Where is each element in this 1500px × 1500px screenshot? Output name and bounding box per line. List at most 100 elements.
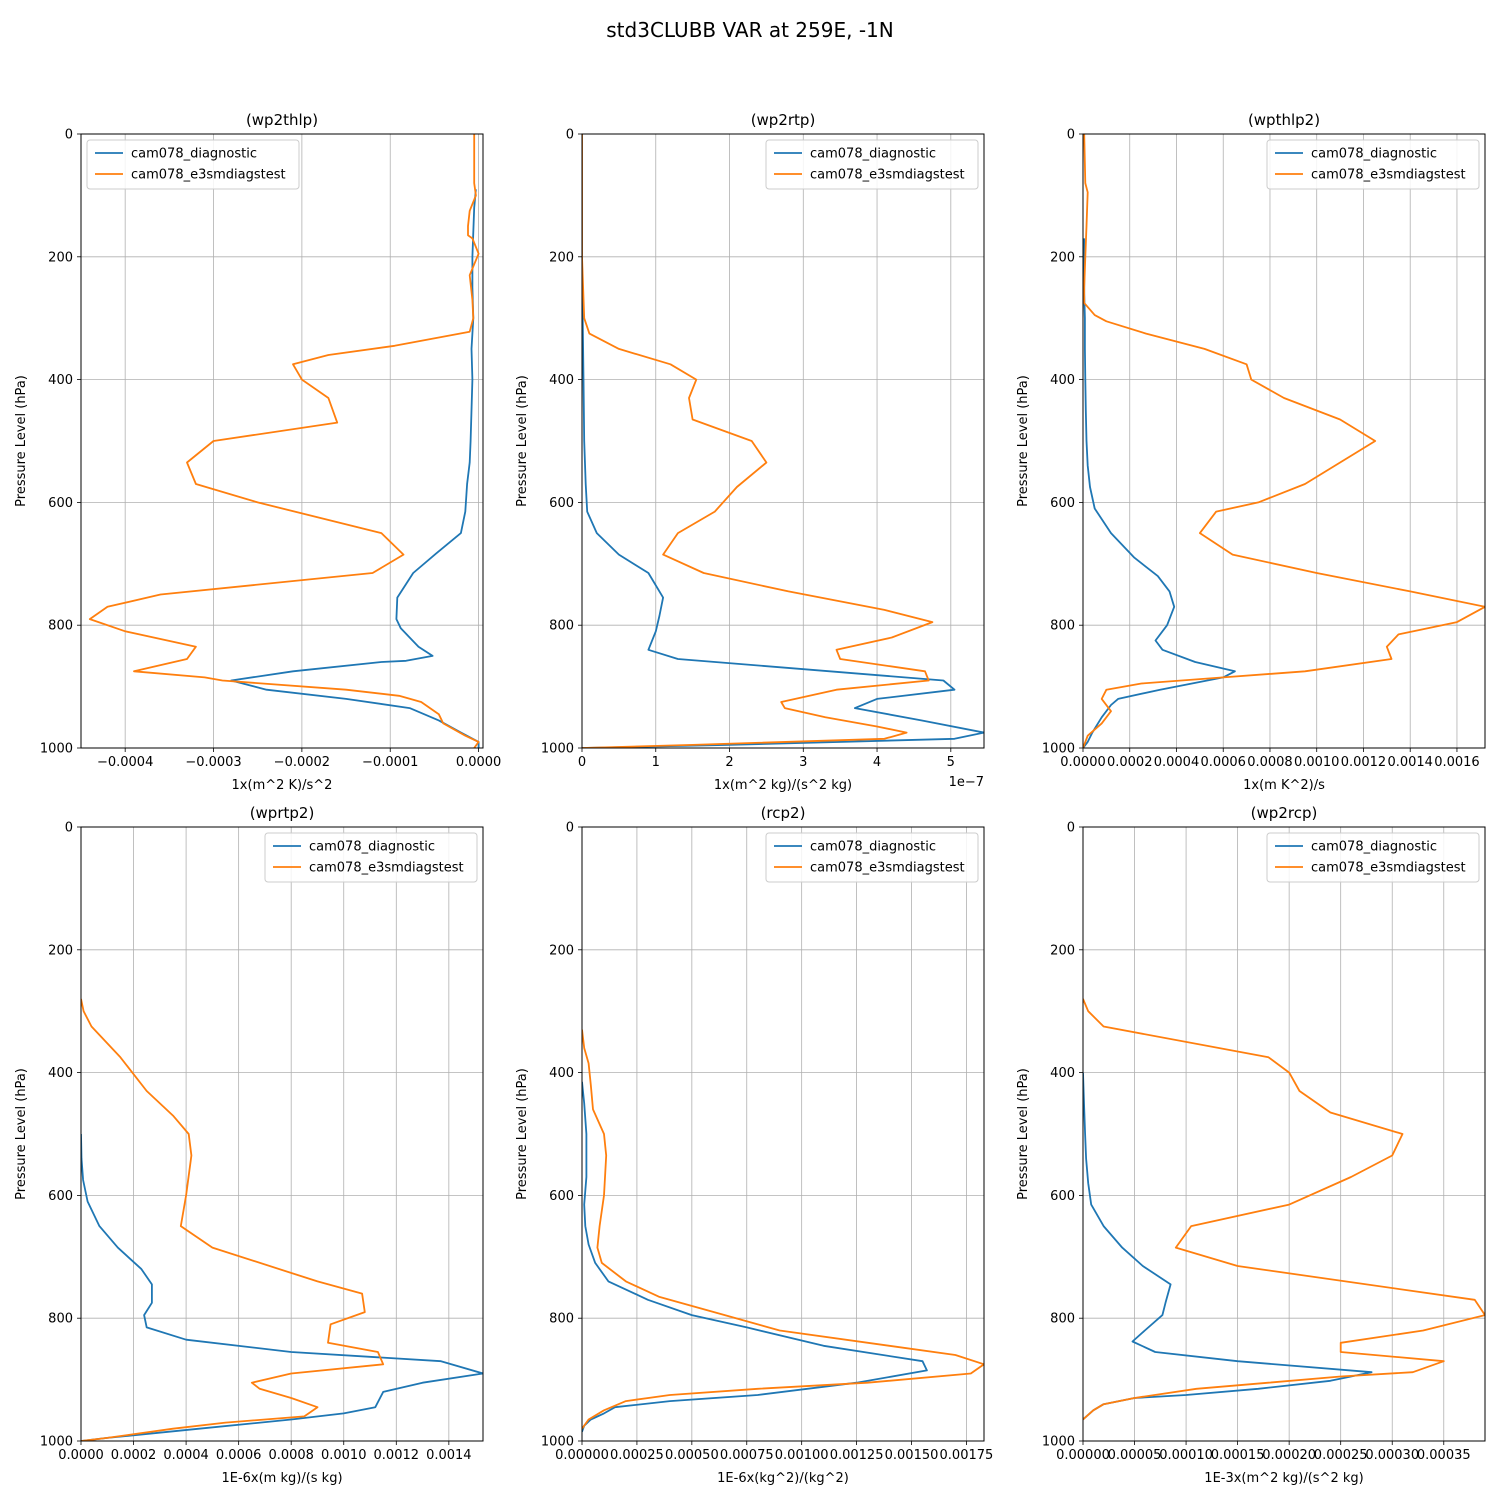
series-line-cam078_e3smdiagstest (88, 134, 480, 748)
x-tick-label: −0.0004 (97, 755, 153, 770)
y-tick-label: 400 (48, 373, 73, 388)
y-tick-label: 200 (48, 250, 73, 265)
y-tick-label: 800 (549, 619, 574, 634)
axes-frame (1082, 133, 1486, 749)
subplot-1: −0.0004 −0.0003 −0.0002 −0.0001 0.0000 0 200 40… (14, 111, 501, 793)
y-tick-label: 1000 (1042, 742, 1075, 757)
grid (581, 133, 984, 749)
subplot-3: 0.0000 0.0002 0.0004 0.0006 0.0008 0.0010 0.00… (1016, 111, 1486, 793)
legend: cam078_diagnostic cam078_e3smdiagstest (86, 139, 300, 190)
legend: cam078_diagnostic cam078_e3smdiagstest (1266, 832, 1480, 883)
series-lines (88, 134, 480, 748)
legend-box (86, 139, 300, 190)
x-tick-label: 0.0002 (111, 1448, 157, 1463)
legend-label: cam078_diagnostic (1311, 147, 1437, 162)
y-tick-label: 1000 (40, 742, 73, 757)
y-tick-label: 0 (65, 128, 73, 143)
x-tick-label: 1 (652, 755, 660, 770)
legend-label: cam078_e3smdiagstest (131, 168, 286, 183)
axes-frame (80, 133, 484, 749)
subplot-title: (wpthlp2) (1248, 111, 1320, 129)
x-tick-label: 0.00015 (1211, 1448, 1265, 1463)
x-tick-label: 0.0012 (1341, 755, 1387, 770)
series-line-cam078_diagnostic (1083, 1072, 1373, 1421)
series-line-cam078_diagnostic (582, 134, 984, 748)
x-tick-label: −0.0001 (362, 755, 418, 770)
y-axis-label: Pressure Level (hPa) (1016, 1068, 1031, 1200)
legend-label: cam078_e3smdiagstest (810, 168, 965, 183)
legend-box (1266, 832, 1480, 883)
x-tick-label: 0.0000 (1060, 755, 1106, 770)
y-tick-label: 200 (1050, 250, 1075, 265)
x-tick-label: 0.00025 (610, 1448, 664, 1463)
x-tick-label: 0.00150 (885, 1448, 939, 1463)
y-tick-label: 600 (549, 496, 574, 511)
y-tick-label: 0 (566, 821, 574, 836)
series-lines (582, 134, 984, 748)
x-axis-label: 1E-6x(m kg)/(s kg) (221, 1471, 342, 1486)
y-tick-label: 1000 (541, 1435, 574, 1450)
subplot-title: (rcp2) (761, 804, 806, 822)
y-tick-label: 600 (1050, 496, 1075, 511)
y-tick-label: 200 (549, 250, 574, 265)
x-tick-label: 0.00025 (1314, 1448, 1368, 1463)
series-lines (1083, 998, 1485, 1421)
x-tick-label: 0.0000 (58, 1448, 104, 1463)
x-tick-label: 0.00035 (1417, 1448, 1471, 1463)
y-tick-label: 0 (1067, 128, 1075, 143)
x-tick-label: −0.0002 (274, 755, 330, 770)
grid (81, 133, 483, 749)
legend-label: cam078_diagnostic (309, 840, 435, 855)
series-line-cam078_diagnostic (230, 189, 480, 748)
axes-frame (1082, 826, 1486, 1442)
subplot-title: (wp2rcp) (1251, 804, 1318, 822)
x-tick-label: 0.0006 (1200, 755, 1246, 770)
y-axis-label: Pressure Level (hPa) (14, 375, 29, 507)
y-tick-label: 400 (48, 1066, 73, 1081)
y-tick-label: 200 (48, 943, 73, 958)
x-tick-label: 3 (799, 755, 807, 770)
y-axis-label: Pressure Level (hPa) (515, 1068, 530, 1200)
y-tick-label: 800 (1050, 619, 1075, 634)
y-tick-label: 600 (1050, 1189, 1075, 1204)
x-tick-label: 0.0008 (1247, 755, 1293, 770)
x-axis-label: 1E-3x(m^2 kg)/(s^2 kg) (1204, 1471, 1363, 1486)
series-line-cam078_e3smdiagstest (1083, 134, 1485, 748)
y-tick-label: 0 (1067, 821, 1075, 836)
legend-label: cam078_diagnostic (810, 840, 936, 855)
x-tick-label: 0.00125 (830, 1448, 884, 1463)
series-lines (81, 998, 483, 1441)
x-tick-label: 0.00030 (1365, 1448, 1419, 1463)
series-line-cam078_diagnostic (81, 1133, 483, 1441)
x-tick-label: 0.00075 (720, 1448, 774, 1463)
figure-title: std3CLUBB VAR at 259E, -1N (606, 18, 893, 42)
series-lines (582, 1029, 984, 1433)
axes-frame (80, 826, 484, 1442)
grid (80, 826, 483, 1442)
y-tick-label: 600 (48, 496, 73, 511)
x-tick-label: 0.0012 (374, 1448, 420, 1463)
x-axis-label: 1x(m^2 kg)/(s^2 kg) (714, 778, 852, 793)
legend-box (1266, 139, 1480, 190)
y-tick-label: 1000 (40, 1435, 73, 1450)
x-tick-label: 0.0008 (268, 1448, 314, 1463)
legend-label: cam078_e3smdiagstest (810, 861, 965, 876)
x-axis-label: 1x(m K^2)/s (1243, 778, 1325, 793)
x-tick-label: 4 (873, 755, 881, 770)
legend: cam078_diagnostic cam078_e3smdiagstest (1266, 139, 1480, 190)
series-line-cam078_e3smdiagstest (582, 1029, 984, 1430)
y-tick-label: 400 (1050, 373, 1075, 388)
x-tick-label: 0.0004 (163, 1448, 209, 1463)
series-line-cam078_diagnostic (1083, 238, 1236, 748)
x-tick-label: 0.0016 (1434, 755, 1480, 770)
y-tick-label: 400 (549, 373, 574, 388)
legend-label: cam078_e3smdiagstest (1311, 861, 1466, 876)
legend: cam078_diagnostic cam078_e3smdiagstest (765, 139, 979, 190)
x-tick-label: 5 (947, 755, 955, 770)
series-line-cam078_diagnostic (582, 1081, 928, 1433)
legend-label: cam078_e3smdiagstest (1311, 168, 1466, 183)
x-tick-label: −0.0003 (185, 755, 241, 770)
x-tick-label: 0 (578, 755, 586, 770)
legend-box (765, 832, 979, 883)
subplot-5: 0.00000 0.00025 0.00050 0.00075 0.00100 0.001… (515, 804, 993, 1486)
